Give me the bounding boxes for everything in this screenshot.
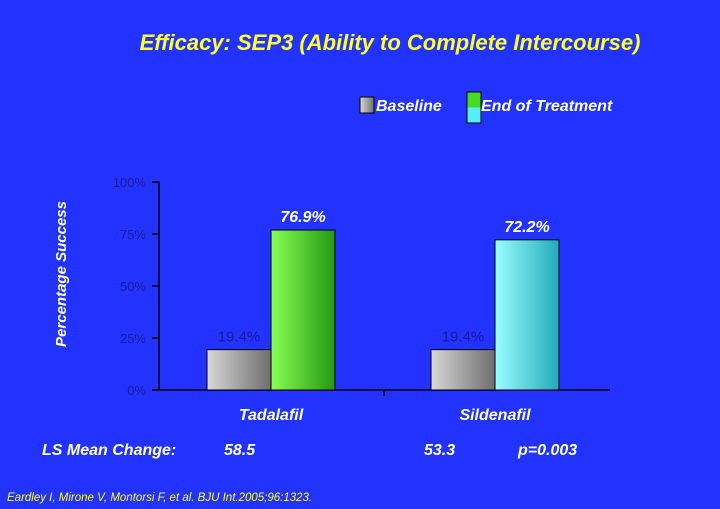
x-tick-labels: Tadalafil Sildenafil (239, 407, 531, 424)
y-tick-label: 0% (127, 383, 146, 398)
legend-swatch-end-of-treatment (466, 91, 482, 124)
data-label: 19.4% (442, 329, 485, 346)
legend-swatch-baseline (359, 96, 375, 114)
citation: Eardley I, Mirone V, Montorsi F, et al. … (7, 492, 313, 504)
y-ticks: 0% 25% 50% 75% 100% (113, 175, 159, 398)
bar-tadalafil-end-of-treatment (270, 229, 336, 391)
y-tick-label: 75% (120, 227, 146, 242)
x-tick-label: Tadalafil (239, 407, 304, 424)
y-axis-label: Percentage Success (53, 201, 70, 347)
y-tick-label: 50% (120, 279, 146, 294)
legend-label-end-of-treatment: End of Treatment (481, 98, 613, 115)
y-tick-label: 25% (120, 331, 146, 346)
x-tick-label: Sildenafil (459, 407, 531, 424)
data-label: 19.4% (218, 329, 261, 346)
legend-label-baseline: Baseline (376, 98, 442, 115)
data-label: 76.9% (280, 209, 325, 226)
ls-mean-sildenafil: 53.3 (424, 442, 456, 459)
p-value: p=0.003 (518, 442, 578, 459)
y-tick-label: 100% (113, 175, 147, 190)
legend: Baseline End of Treatment (359, 91, 613, 124)
bar-tadalafil-baseline (206, 349, 272, 391)
data-label: 72.2% (504, 219, 549, 236)
bar-sildenafil-baseline (430, 349, 496, 391)
bars: 19.4% 76.9% 19.4% 72.2% (206, 209, 560, 391)
ls-mean-tadalafil: 58.5 (224, 442, 256, 459)
slide-title: Efficacy: SEP3 (Ability to Complete Inte… (139, 30, 641, 55)
bar-sildenafil-end-of-treatment (494, 239, 560, 391)
ls-mean-label: LS Mean Change: (42, 442, 177, 459)
